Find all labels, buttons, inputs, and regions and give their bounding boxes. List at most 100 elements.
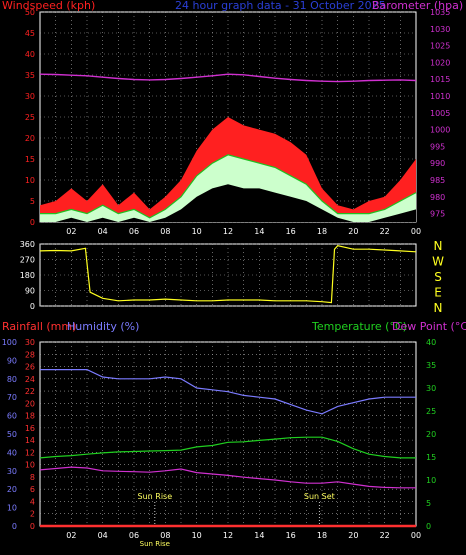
humidity-tick-label: 70: [7, 393, 17, 402]
barometer-tick-label: 1035: [430, 8, 450, 17]
temperature-tick-label: 0: [426, 522, 431, 531]
wind-x-tick-label: 16: [286, 227, 296, 236]
wind-average-line: [40, 154, 417, 219]
rainfall-tick-label: 20: [25, 399, 35, 408]
wind-x-tick-label: 04: [98, 227, 108, 236]
dew-point-axis-title: Dew Point (°C): [392, 320, 466, 333]
windspeed-axis-title: Windspeed (kph): [2, 0, 95, 12]
windspeed-tick-label: 15: [25, 155, 35, 164]
humidity-tick-label: 60: [7, 412, 17, 421]
temp-x-tick-label: 10: [192, 531, 202, 540]
temp-x-tick-label: 02: [66, 531, 76, 540]
barometer-tick-label: 985: [430, 176, 445, 185]
humidity-tick-label: 40: [7, 448, 17, 457]
temp-x-tick-label: 20: [348, 531, 358, 540]
wind-barometer-panel: 0510152025303540455097598098599099510001…: [25, 8, 451, 236]
temp-x-tick-label: 00: [411, 531, 421, 540]
compass-label: N: [434, 301, 443, 315]
rainfall-tick-label: 6: [30, 485, 35, 494]
humidity-tick-label: 90: [7, 356, 17, 365]
direction-tick-label: 360: [20, 240, 35, 249]
wind-x-tick-label: 20: [348, 227, 358, 236]
humidity-tick-label: 80: [7, 375, 17, 384]
direction-tick-label: 90: [25, 287, 35, 296]
temperature-tick-label: 40: [426, 338, 436, 347]
humidity-tick-label: 50: [7, 430, 17, 439]
sunrise-axis-label: Sun Rise: [140, 540, 170, 548]
wind-x-tick-label: 22: [380, 227, 390, 236]
humidity-tick-label: 0: [12, 522, 17, 531]
wind-x-tick-label: 10: [192, 227, 202, 236]
dew-point-line: [39, 466, 416, 489]
rainfall-tick-label: 26: [25, 363, 35, 372]
windspeed-tick-label: 20: [25, 134, 35, 143]
wind-direction-line: [39, 245, 417, 304]
wind-x-tick-label: 08: [160, 227, 170, 236]
sunrise-label: Sun Rise: [138, 492, 173, 501]
windspeed-tick-label: 0: [30, 218, 35, 227]
wind-x-tick-label: 18: [317, 227, 327, 236]
rainfall-tick-label: 4: [30, 497, 35, 506]
temp-x-tick-label: 08: [160, 531, 170, 540]
rainfall-tick-label: 16: [25, 424, 35, 433]
barometer-line: [39, 73, 417, 83]
wind-x-tick-label: 00: [411, 227, 421, 236]
temp-x-tick-label: 18: [317, 531, 327, 540]
temperature-tick-label: 35: [426, 361, 436, 370]
rainfall-tick-label: 22: [25, 387, 35, 396]
temperature-tick-label: 30: [426, 384, 436, 393]
wind-x-tick-label: 12: [223, 227, 233, 236]
barometer-tick-label: 1025: [430, 42, 450, 51]
temperature-tick-label: 5: [426, 499, 431, 508]
compass-label: S: [434, 270, 442, 284]
windspeed-tick-label: 5: [30, 197, 35, 206]
windspeed-tick-label: 30: [25, 92, 35, 101]
rainfall-tick-label: 0: [30, 522, 35, 531]
barometer-tick-label: 995: [430, 142, 445, 151]
windspeed-tick-label: 10: [25, 176, 35, 185]
barometer-tick-label: 1010: [430, 92, 450, 101]
barometer-tick-label: 1015: [430, 75, 450, 84]
humidity-axis-title: Humidity (%): [67, 320, 139, 333]
direction-tick-label: 180: [20, 271, 35, 280]
temp-x-tick-label: 12: [223, 531, 233, 540]
compass-label: N: [434, 239, 443, 253]
windspeed-tick-label: 40: [25, 50, 35, 59]
humidity-tick-label: 20: [7, 485, 17, 494]
barometer-tick-label: 990: [430, 159, 445, 168]
temperature-humidity-panel: 0102030405060708090100024681012141618202…: [2, 338, 436, 548]
humidity-line: [40, 369, 416, 415]
temperature-tick-label: 20: [426, 430, 436, 439]
temp-x-tick-label: 22: [380, 531, 390, 540]
compass-label: W: [432, 255, 444, 269]
humidity-tick-label: 10: [7, 504, 17, 513]
temperature-line: [39, 436, 416, 459]
temperature-tick-label: 25: [426, 407, 436, 416]
barometer-tick-label: 1000: [430, 126, 450, 135]
wind-lull-area: [40, 184, 416, 222]
barometer-tick-label: 1020: [430, 58, 450, 67]
windspeed-tick-label: 45: [25, 29, 35, 38]
wind-x-tick-label: 06: [129, 227, 139, 236]
windspeed-tick-label: 50: [25, 8, 35, 17]
temperature-axis-title: Temperature (°C): [311, 320, 407, 333]
rainfall-axis-title: Rainfall (mm): [2, 320, 76, 333]
rainfall-tick-label: 30: [25, 338, 35, 347]
direction-tick-label: 0: [30, 302, 35, 311]
rainfall-tick-label: 24: [25, 375, 35, 384]
rainfall-tick-label: 2: [30, 510, 35, 519]
windspeed-tick-label: 25: [25, 113, 35, 122]
windspeed-tick-label: 35: [25, 71, 35, 80]
barometer-tick-label: 980: [430, 193, 445, 202]
barometer-tick-label: 975: [430, 210, 445, 219]
rainfall-tick-label: 10: [25, 461, 35, 470]
temp-x-tick-label: 14: [254, 531, 264, 540]
rainfall-tick-label: 14: [25, 436, 35, 445]
rainfall-tick-label: 12: [25, 448, 35, 457]
temp-x-tick-label: 06: [129, 531, 139, 540]
rainfall-tick-label: 8: [30, 473, 35, 482]
rainfall-tick-label: 18: [25, 412, 35, 421]
rainfall-tick-label: 28: [25, 350, 35, 359]
